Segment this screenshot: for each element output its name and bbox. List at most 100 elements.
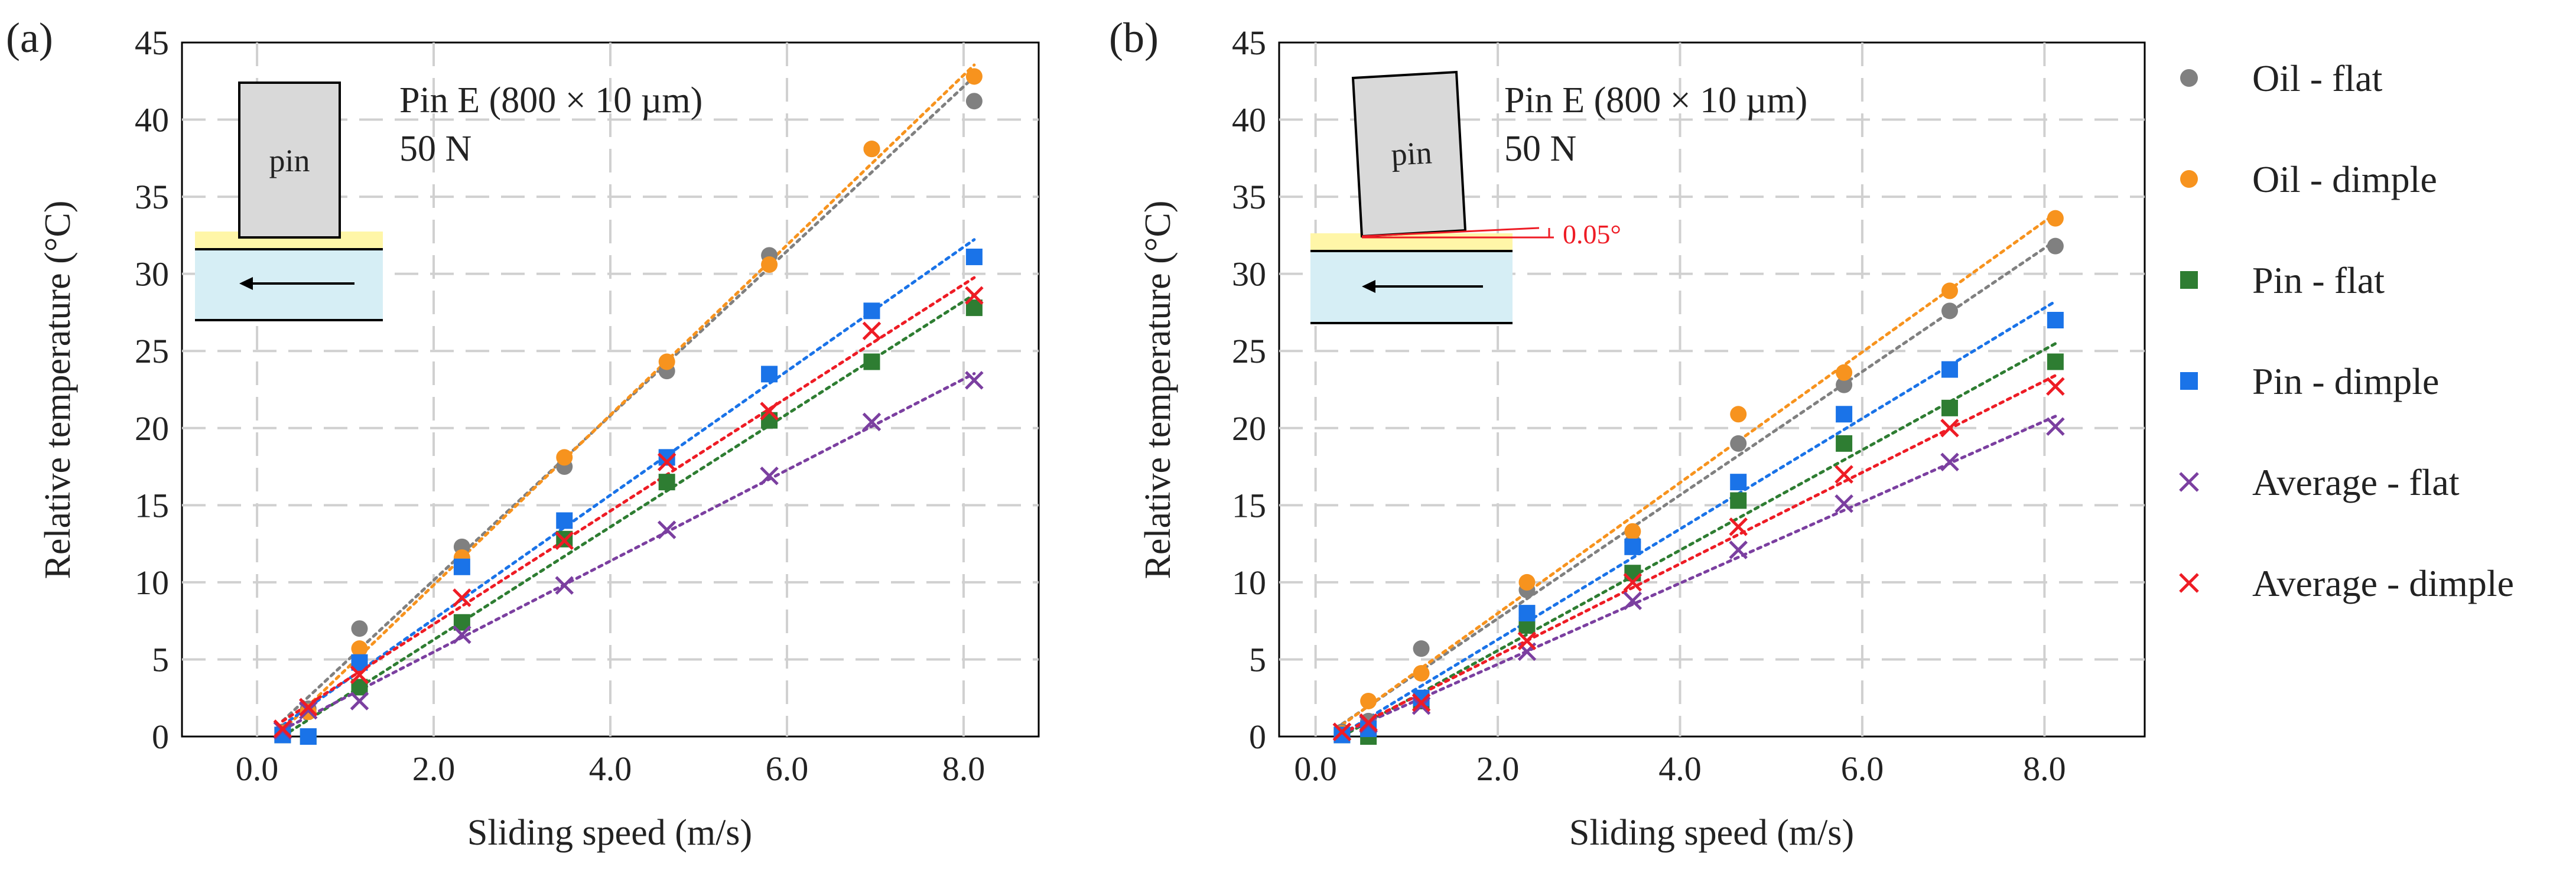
legend-label: Pin - dimple — [2252, 360, 2439, 402]
point-pin-flat-b — [1730, 492, 1747, 509]
point-oil-dimple-a — [761, 256, 778, 273]
point-oil-dimple-b — [1941, 282, 1958, 299]
y-tick-label-b: 10 — [1232, 563, 1266, 602]
point-average-dimple-b — [1623, 573, 1642, 592]
y-tick-label-a: 30 — [135, 255, 169, 294]
point-average-dimple-a — [965, 286, 984, 305]
legend-marker — [2180, 372, 2198, 390]
trendline-pin-dimple-a — [281, 238, 976, 727]
point-oil-flat-a — [965, 93, 983, 110]
x-tick-label-b: 4.0 — [1658, 750, 1702, 788]
x-tick-label-a: 0.0 — [236, 750, 279, 788]
point-oil-dimple-b — [1413, 664, 1430, 682]
data-marks-a — [273, 68, 984, 745]
trendline-oil-dimple-b — [1340, 212, 2057, 726]
point-oil-dimple-b — [1624, 523, 1641, 540]
y-tick-label-b: 40 — [1232, 101, 1266, 139]
trendline-pin-dimple-b — [1340, 299, 2057, 736]
legend-label: Pin - flat — [2252, 259, 2385, 301]
data-marks-b — [1332, 210, 2065, 745]
x-tick-label-a: 2.0 — [412, 750, 456, 788]
point-average-dimple-a — [350, 665, 369, 685]
point-pin-dimple-a — [761, 366, 778, 383]
y-tick-label-a: 40 — [135, 101, 169, 139]
legend-marker — [2180, 69, 2198, 87]
tilt-line-b — [1361, 227, 1540, 237]
inset-title-a: Pin E (800 × 10 µm) — [399, 80, 702, 120]
point-pin-flat-a — [658, 474, 675, 491]
trendline-oil-dimple-a — [281, 63, 976, 732]
point-average-dimple-b — [1411, 693, 1431, 712]
legend-marker — [2179, 472, 2199, 492]
point-oil-flat-a — [351, 620, 368, 637]
y-tick-label-b: 0 — [1249, 718, 1266, 756]
point-average-dimple-b — [1517, 631, 1537, 650]
inset-load-a: 50 N — [399, 129, 471, 169]
y-tick-label-b: 35 — [1232, 178, 1266, 216]
y-tick-label-b: 15 — [1232, 486, 1266, 524]
x-tick-label-b: 8.0 — [2023, 750, 2066, 788]
trendlines-b — [1340, 212, 2057, 738]
point-average-dimple-a — [453, 588, 471, 607]
point-average-flat-a — [760, 466, 779, 485]
tick-labels-b: 0 5 10 15 20 25 30 35 40 45 0.0 2.0 4.0 6.0 8.0 — [1232, 24, 2066, 788]
y-tick-label-b: 45 — [1232, 24, 1266, 62]
y-tick-label-b: 20 — [1232, 409, 1266, 448]
point-average-dimple-b — [1359, 713, 1378, 732]
point-average-dimple-b — [1332, 722, 1352, 741]
tick-labels-a: 0 5 10 15 20 25 30 35 40 45 0.0 2.0 4.0 6.0 8.0 — [135, 24, 985, 788]
trendline-average-flat-a — [281, 372, 976, 732]
point-oil-flat-b — [1836, 376, 1853, 393]
point-oil-dimple-a — [556, 449, 573, 466]
pin-label-b: pin — [1390, 135, 1433, 172]
point-average-flat-a — [555, 576, 574, 595]
point-average-flat-b — [1835, 494, 1853, 513]
point-pin-flat-b — [2047, 353, 2064, 370]
point-average-flat-b — [2046, 417, 2065, 436]
panel-label-a: (a) — [6, 14, 53, 61]
y-tick-label-a: 25 — [135, 332, 169, 370]
point-average-flat-a — [657, 520, 676, 539]
point-average-flat-a — [453, 625, 471, 644]
legend-marker — [2180, 271, 2198, 289]
point-pin-flat-b — [1836, 435, 1853, 452]
chart-panel-a: (a) 0 5 10 15 20 25 30 35 40 45 0.0 2.0 4.0 6.0 8.0 Sl… — [6, 14, 1040, 853]
point-oil-dimple-b — [1360, 692, 1377, 709]
x-tick-label-a: 8.0 — [942, 750, 985, 788]
y-tick-label-a: 45 — [135, 24, 169, 62]
y-tick-label-b: 25 — [1232, 332, 1266, 370]
point-oil-dimple-a — [965, 68, 983, 85]
point-average-dimple-a — [657, 452, 676, 471]
y-tick-label-b: 5 — [1249, 640, 1266, 679]
trendline-oil-flat-b — [1340, 239, 2057, 726]
y-tick-label-a: 0 — [152, 718, 169, 756]
trendline-average-flat-b — [1340, 415, 2057, 735]
trendline-pin-flat-b — [1340, 342, 2057, 738]
point-average-flat-b — [1940, 452, 1959, 471]
x-tick-label-a: 6.0 — [766, 750, 809, 788]
panel-label-b: (b) — [1109, 14, 1159, 61]
point-average-flat-a — [298, 700, 318, 720]
point-pin-flat-b — [1624, 565, 1641, 582]
point-pin-dimple-b — [2047, 312, 2064, 328]
point-pin-dimple-b — [1836, 406, 1853, 423]
direction-arrow-head-a — [239, 277, 253, 290]
point-pin-dimple-b — [1518, 605, 1536, 622]
point-oil-flat-b — [1730, 435, 1747, 452]
inset-schematic-b: pin 0.05° — [1310, 70, 1621, 324]
trendlines-a — [281, 63, 976, 738]
legend: Oil - flat Oil - dimple Pin - flat Pin - di… — [2179, 57, 2514, 604]
y-tick-label-b: 30 — [1232, 255, 1266, 294]
point-average-dimple-b — [1835, 465, 1853, 484]
point-average-flat-a — [862, 412, 882, 432]
trendline-pin-flat-a — [281, 293, 976, 738]
point-oil-dimple-b — [2047, 210, 2064, 227]
point-oil-dimple-a — [658, 353, 675, 370]
legend-label: Average - dimple — [2252, 562, 2514, 604]
point-oil-flat-b — [1941, 302, 1958, 320]
point-average-flat-b — [1623, 591, 1642, 610]
point-average-flat-b — [1411, 696, 1431, 715]
pin-block-b — [1351, 70, 1467, 238]
point-average-dimple-a — [862, 321, 882, 341]
x-tick-label-a: 4.0 — [589, 750, 632, 788]
